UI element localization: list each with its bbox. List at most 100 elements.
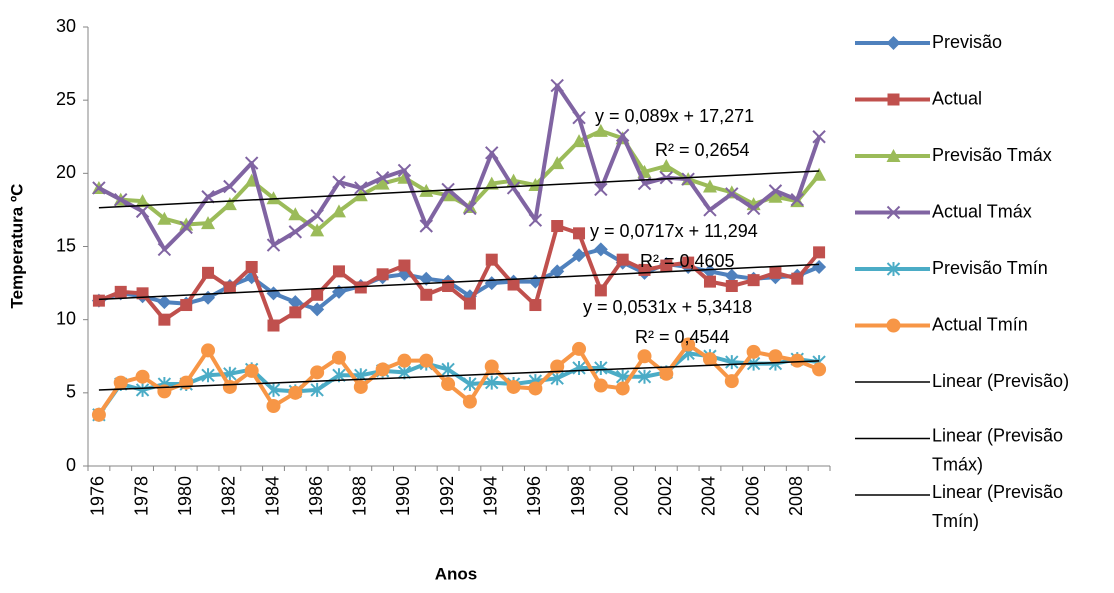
- point: [768, 189, 783, 203]
- series-line: [98, 224, 821, 328]
- point: [180, 299, 193, 312]
- legend-label: Actual Tmáx: [932, 201, 1032, 221]
- point: [702, 264, 717, 279]
- point: [550, 359, 565, 374]
- y-axis-title: Temperatura ºC: [7, 184, 26, 309]
- point: [201, 290, 216, 305]
- point: [222, 379, 237, 394]
- point: [572, 134, 587, 148]
- point: [593, 242, 608, 257]
- point: [637, 369, 652, 384]
- point: [572, 360, 586, 375]
- point: [886, 318, 901, 333]
- point: [529, 299, 542, 312]
- point: [266, 191, 281, 205]
- trend-equation: y = 0,0531x + 5,3418: [583, 297, 752, 317]
- point: [725, 355, 739, 370]
- point: [353, 379, 368, 394]
- point: [659, 159, 674, 173]
- point: [375, 362, 390, 377]
- y-tick-label: 30: [56, 16, 76, 36]
- x-tick-label: 1980: [175, 476, 195, 516]
- point: [91, 407, 106, 422]
- point: [615, 381, 630, 396]
- point: [201, 190, 215, 204]
- point: [201, 343, 216, 358]
- point: [375, 176, 390, 190]
- point: [288, 385, 303, 400]
- point: [310, 223, 325, 237]
- point: [266, 399, 281, 414]
- point: [660, 259, 673, 272]
- point: [441, 362, 455, 377]
- point: [812, 259, 827, 274]
- point: [551, 220, 564, 233]
- point: [201, 368, 215, 383]
- point: [593, 378, 608, 393]
- series-line: [97, 342, 820, 416]
- point: [484, 176, 499, 190]
- point: [179, 375, 194, 390]
- x-tick-label: 2002: [655, 476, 675, 516]
- y-tick-label: 20: [56, 162, 76, 182]
- point: [266, 286, 281, 301]
- x-tick-label: 1994: [480, 476, 500, 516]
- point: [244, 270, 259, 285]
- trend-r-squared: R² = 0,4605: [640, 251, 735, 271]
- point: [222, 197, 237, 211]
- point: [463, 377, 477, 392]
- point: [594, 360, 608, 375]
- point: [157, 295, 172, 310]
- point: [506, 379, 521, 394]
- point: [223, 281, 236, 294]
- point: [375, 171, 390, 185]
- point: [266, 382, 281, 397]
- point: [887, 93, 900, 106]
- legend-label: Previsão: [932, 32, 1002, 52]
- point: [310, 302, 325, 317]
- point: [397, 163, 412, 178]
- point: [703, 275, 716, 288]
- series-line: [97, 83, 821, 252]
- point: [528, 213, 543, 227]
- point: [573, 227, 586, 240]
- point: [886, 205, 901, 220]
- series-line: [98, 247, 820, 312]
- point: [747, 274, 760, 287]
- trend-r-squared: R² = 0,2654: [655, 140, 750, 160]
- x-tick-label: 1984: [262, 476, 282, 516]
- point: [812, 167, 827, 181]
- point: [310, 365, 325, 380]
- legend-label: Linear (Previsão Tmín): [932, 482, 1063, 531]
- point: [310, 382, 324, 397]
- point: [659, 366, 674, 381]
- point: [419, 353, 434, 368]
- point: [202, 266, 215, 279]
- point: [332, 265, 345, 278]
- point: [135, 204, 150, 219]
- point: [157, 242, 172, 257]
- trend-r-squared: R² = 0,4544: [635, 327, 730, 347]
- point: [702, 179, 717, 193]
- point: [790, 192, 804, 207]
- point: [441, 377, 456, 392]
- trend-line: [98, 263, 820, 301]
- point: [681, 172, 695, 186]
- point: [768, 349, 783, 364]
- legend-label: Actual Tmín: [932, 314, 1028, 334]
- point: [550, 371, 564, 386]
- point: [244, 156, 259, 170]
- point: [288, 295, 303, 310]
- point: [92, 294, 105, 307]
- point: [572, 248, 587, 263]
- point: [376, 268, 389, 281]
- point: [288, 207, 303, 221]
- point: [244, 363, 259, 378]
- point: [114, 192, 128, 207]
- point: [267, 319, 280, 332]
- trend-equation: y = 0,0717x + 11,294: [590, 221, 758, 241]
- point: [92, 181, 106, 195]
- y-tick-label: 15: [56, 235, 76, 255]
- point: [768, 184, 783, 198]
